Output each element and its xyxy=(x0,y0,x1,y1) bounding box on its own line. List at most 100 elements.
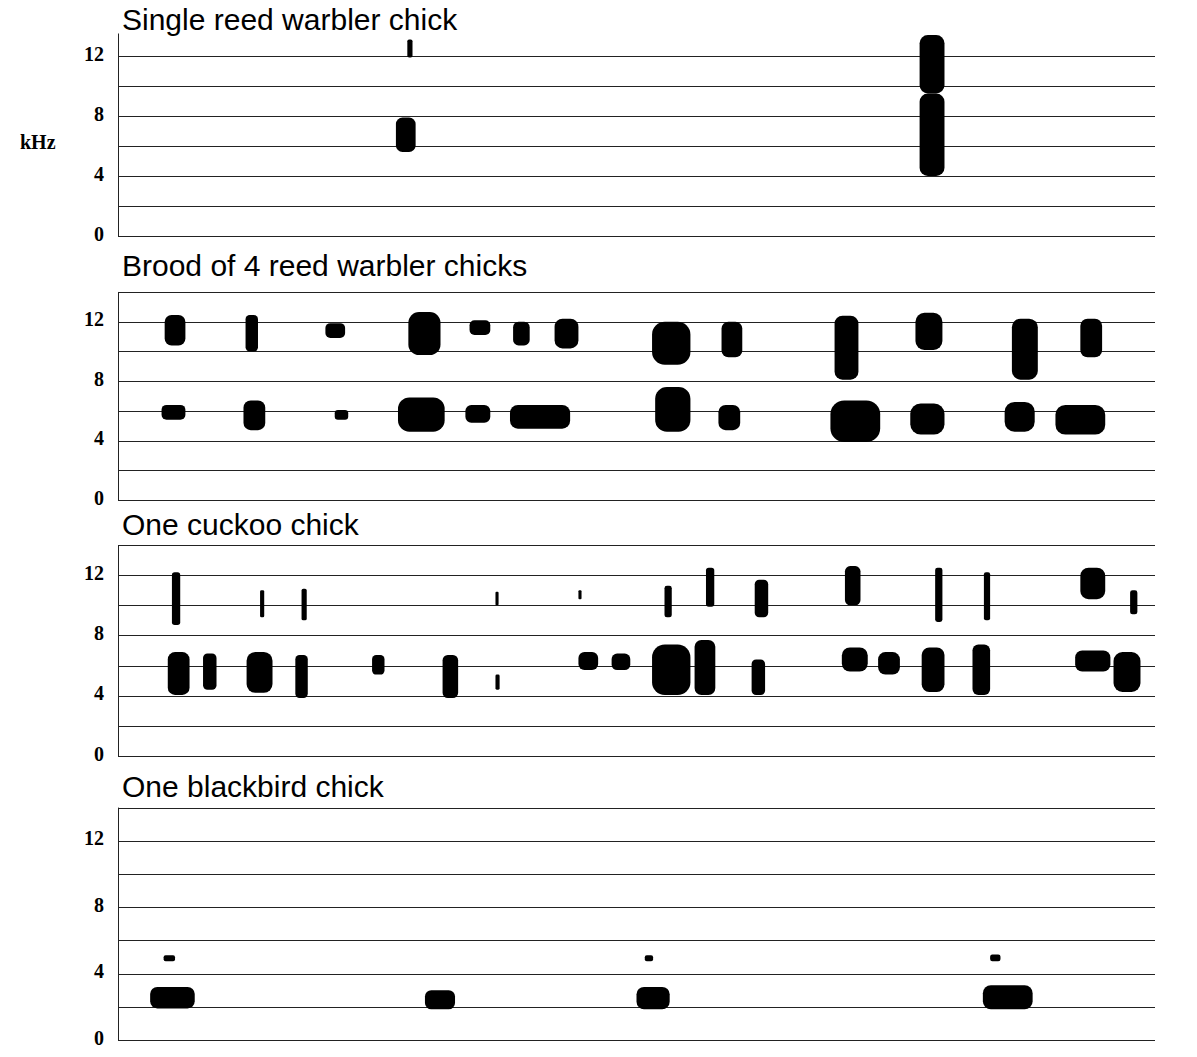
syllable xyxy=(1080,319,1102,358)
grid-line xyxy=(118,351,1155,352)
syllable xyxy=(652,644,690,694)
panel-title: Brood of 4 reed warbler chicks xyxy=(122,249,527,282)
syllable xyxy=(1075,651,1110,672)
syllable xyxy=(513,322,530,346)
grid-line xyxy=(118,381,1155,382)
grid-line xyxy=(118,974,1155,975)
syllable xyxy=(835,316,859,380)
syllables xyxy=(396,35,945,176)
syllable xyxy=(247,652,273,693)
syllable xyxy=(984,572,990,620)
syllable xyxy=(407,40,412,58)
y-axis-label: kHz xyxy=(20,131,56,153)
y-tick-label: 4 xyxy=(94,427,104,449)
grid-line xyxy=(118,176,1155,177)
grid-line xyxy=(118,841,1155,842)
syllable xyxy=(243,400,265,430)
y-tick-label: 0 xyxy=(94,1027,104,1049)
grid-line xyxy=(118,635,1155,636)
syllable xyxy=(915,313,942,350)
y-tick-label: 0 xyxy=(94,223,104,245)
panel-title: Single reed warbler chick xyxy=(122,3,458,36)
panel: One blackbird chick 0 4 8 12 xyxy=(84,770,1155,1049)
syllable xyxy=(470,320,491,335)
syllable xyxy=(637,987,670,1009)
grid-line xyxy=(118,940,1155,941)
y-tick-label: 12 xyxy=(84,562,104,584)
syllable xyxy=(425,990,455,1009)
syllable xyxy=(302,589,307,621)
syllable xyxy=(1012,319,1038,380)
syllable xyxy=(168,652,190,695)
syllable xyxy=(165,315,186,345)
syllable xyxy=(510,405,570,429)
grid-line xyxy=(118,808,1155,809)
syllable xyxy=(578,652,598,670)
syllables xyxy=(150,955,1032,1010)
syllable xyxy=(1130,590,1137,614)
syllable xyxy=(325,323,345,338)
syllable xyxy=(920,35,945,94)
grid-line xyxy=(118,575,1155,576)
y-axis-line xyxy=(118,292,119,500)
syllable xyxy=(655,387,690,432)
syllable xyxy=(203,654,216,690)
syllable xyxy=(972,644,990,694)
grid-line xyxy=(118,236,1155,237)
grid-line xyxy=(118,605,1155,606)
syllable xyxy=(172,572,180,625)
grid-line xyxy=(118,292,1155,293)
y-tick-label: 8 xyxy=(94,894,104,916)
syllable xyxy=(396,118,416,153)
y-tick-label: 12 xyxy=(84,827,104,849)
syllable xyxy=(335,410,348,420)
syllable xyxy=(718,405,740,430)
grid-line xyxy=(118,726,1155,727)
panel-title: One blackbird chick xyxy=(122,770,385,803)
syllable xyxy=(465,405,490,423)
grid-line xyxy=(118,907,1155,908)
syllable xyxy=(983,985,1033,1009)
syllable xyxy=(664,586,671,618)
grid-line xyxy=(118,874,1155,875)
panel: Brood of 4 reed warbler chicks 0 4 8 12 xyxy=(84,249,1155,509)
y-tick-label: 0 xyxy=(94,743,104,765)
syllable xyxy=(246,315,258,351)
syllable xyxy=(555,319,579,349)
grid-line xyxy=(118,116,1155,117)
syllable xyxy=(578,590,581,599)
syllable xyxy=(878,652,900,675)
syllables xyxy=(162,312,1106,442)
y-axis-line xyxy=(118,808,119,1040)
syllable xyxy=(990,955,1000,962)
grid-line xyxy=(118,756,1155,757)
syllable xyxy=(1080,568,1105,600)
syllable xyxy=(260,590,264,617)
y-axis-line xyxy=(118,545,119,756)
y-tick-label: 0 xyxy=(94,487,104,509)
syllable xyxy=(150,987,195,1009)
syllable xyxy=(922,647,945,691)
syllable xyxy=(495,675,499,690)
syllable xyxy=(752,660,765,695)
y-tick-label: 4 xyxy=(94,682,104,704)
syllable xyxy=(706,568,714,607)
y-tick-label: 8 xyxy=(94,368,104,390)
grid-line xyxy=(118,206,1155,207)
grid-line xyxy=(118,56,1155,57)
syllable xyxy=(845,566,861,605)
y-tick-label: 12 xyxy=(84,308,104,330)
panel-title: One cuckoo chick xyxy=(122,508,360,541)
grid-line xyxy=(118,500,1155,501)
syllable xyxy=(408,312,440,355)
grid-line xyxy=(118,696,1155,697)
grid-line xyxy=(118,1040,1155,1041)
grid-line xyxy=(118,86,1155,87)
y-tick-label: 4 xyxy=(94,960,104,982)
syllable xyxy=(645,955,653,961)
grid-line xyxy=(118,146,1155,147)
y-tick-label: 8 xyxy=(94,622,104,644)
grid-line xyxy=(118,411,1155,412)
syllable xyxy=(652,322,690,365)
syllable xyxy=(910,403,944,434)
